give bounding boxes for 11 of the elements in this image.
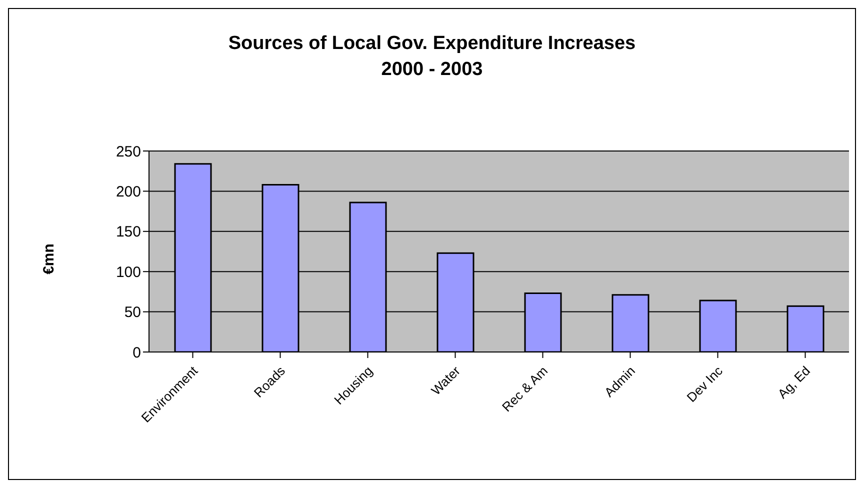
y-tick-label: 100 (116, 264, 141, 281)
y-tick-label: 150 (116, 224, 141, 241)
y-axis-title: €mn (40, 244, 58, 274)
x-tick-label: Dev Inc (684, 362, 726, 405)
x-tick-label: Rec & Am (499, 363, 551, 415)
x-tick-label: Ag, Ed (774, 363, 814, 402)
chart-title: Sources of Local Gov. Expenditure Increases 2000 - 2003 (227, 32, 637, 82)
y-tick-label: 0 (132, 344, 141, 362)
y-tick-label: 200 (116, 184, 141, 201)
y-tick-label: 250 (116, 143, 141, 160)
y-tick-label: 50 (124, 304, 141, 322)
